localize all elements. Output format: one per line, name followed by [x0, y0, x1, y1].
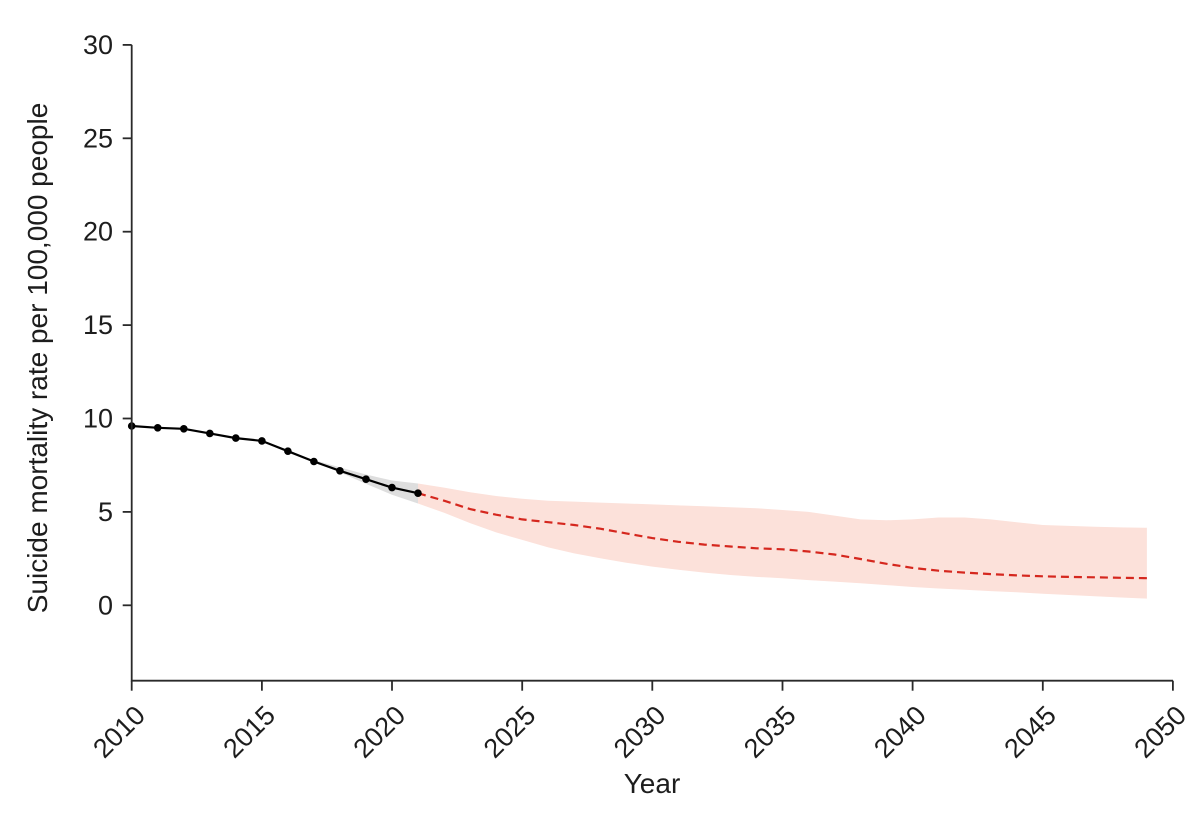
x-tick-label: 2040	[868, 700, 932, 764]
observed-point	[414, 489, 422, 498]
y-tick-label: 5	[98, 497, 113, 527]
y-tick-label: 15	[83, 310, 113, 340]
observed-line	[131, 424, 419, 495]
observed-point	[153, 424, 162, 432]
x-tick-label: 2015	[217, 700, 281, 764]
projection-uncertainty-band	[418, 483, 1147, 599]
observed-point	[206, 429, 214, 438]
projection-dashed-line	[417, 492, 1147, 580]
observed-point	[232, 434, 240, 442]
observed-point	[284, 447, 292, 456]
axes-layer	[122, 44, 1174, 691]
observed-point	[362, 475, 370, 484]
x-tick-label: 2035	[738, 700, 802, 764]
x-tick-label: 2025	[478, 700, 542, 764]
x-tick-label: 2050	[1128, 700, 1192, 764]
observed-point	[258, 437, 266, 445]
y-tick-label: 0	[98, 590, 113, 620]
x-axis-title: Year	[624, 768, 681, 799]
y-tick-label: 25	[83, 123, 113, 153]
y-tick-label: 20	[83, 217, 113, 247]
data-series-layer	[127, 422, 1147, 580]
observed-point	[180, 425, 188, 433]
x-tick-label: 2030	[608, 700, 672, 764]
x-tick-label: 2045	[998, 700, 1062, 764]
observed-point	[336, 467, 344, 475]
y-axis-title: Suicide mortality rate per 100,000 peopl…	[22, 103, 53, 614]
uncertainty-bands-layer	[313, 460, 1147, 599]
observed-point	[388, 483, 396, 492]
y-tick-label: 30	[83, 30, 113, 60]
x-tick-label: 2010	[87, 700, 151, 764]
observed-point	[310, 457, 318, 466]
y-tick-label: 10	[83, 404, 113, 434]
x-tick-label: 2020	[348, 700, 412, 764]
